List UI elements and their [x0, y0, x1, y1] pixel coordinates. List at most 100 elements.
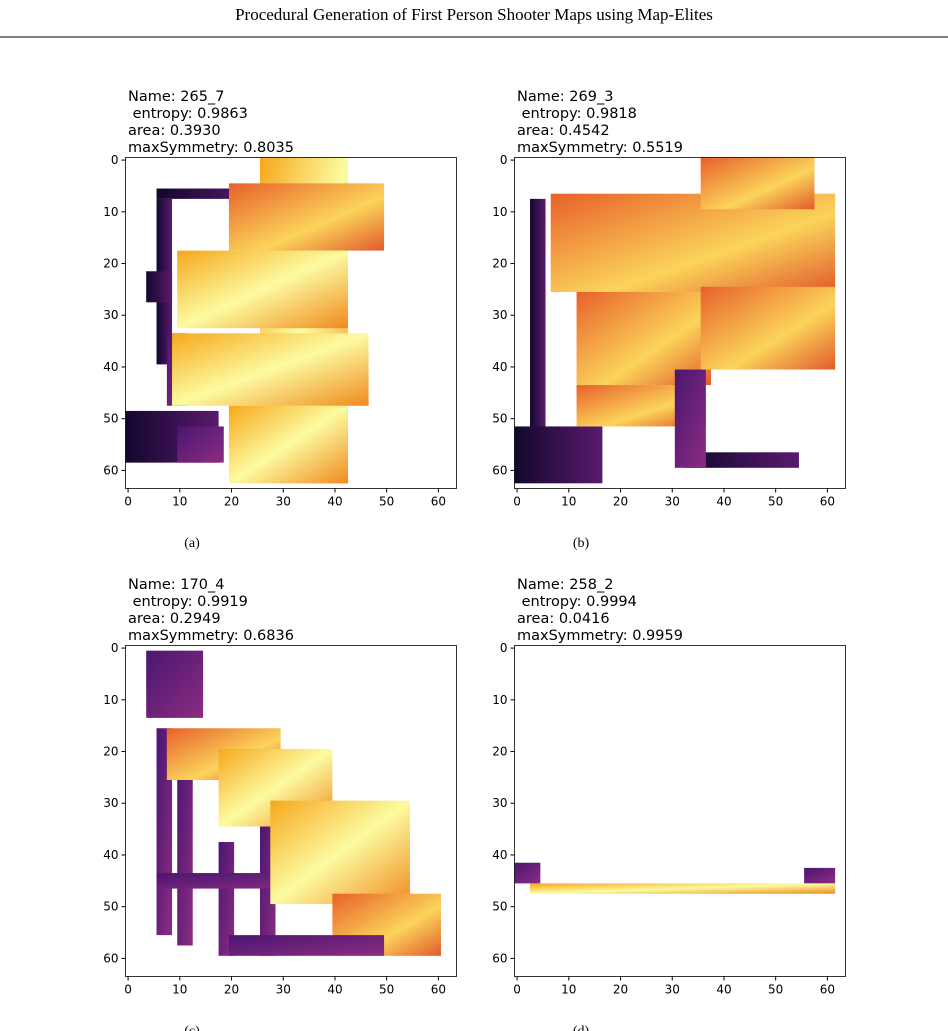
- y-tick-label: 30: [492, 796, 507, 810]
- y-tick-label: 10: [103, 693, 118, 707]
- y-tick-label: 40: [492, 848, 507, 862]
- heatmap-region: [177, 748, 193, 946]
- y-tick-label: 20: [103, 257, 118, 271]
- y-tick-label: 30: [103, 308, 118, 322]
- x-tick-label: 10: [561, 495, 576, 509]
- y-tick-label: 0: [500, 641, 508, 655]
- panel-caption: (a): [184, 536, 200, 551]
- axes-frame: [125, 157, 457, 489]
- heatmap-region: [270, 800, 410, 905]
- panel-info: maxSymmetry: 0.5519: [517, 140, 683, 156]
- y-tick-label: 0: [111, 641, 119, 655]
- x-tick-label: 10: [561, 983, 576, 997]
- heatmap-region: [514, 862, 541, 884]
- x-tick-label: 10: [172, 495, 187, 509]
- heatmap-region: [228, 935, 385, 956]
- x-tick-label: 20: [224, 495, 239, 509]
- panel-info: Name: 269_3: [517, 89, 613, 105]
- y-tick-label: 0: [500, 153, 508, 167]
- x-tick-label: 20: [613, 983, 628, 997]
- y-tick-label: 40: [103, 848, 118, 862]
- x-tick-label: 60: [820, 983, 835, 997]
- plot-area: [514, 645, 846, 977]
- panel-info: maxSymmetry: 0.6836: [128, 628, 294, 644]
- x-tick-label: 40: [716, 983, 731, 997]
- x-tick-label: 0: [124, 495, 132, 509]
- x-tick-label: 10: [172, 983, 187, 997]
- x-tick-label: 50: [768, 983, 783, 997]
- y-tick-label: 10: [492, 693, 507, 707]
- x-tick-label: 20: [613, 495, 628, 509]
- heatmap-region: [530, 883, 836, 894]
- y-tick-label: 60: [103, 951, 118, 965]
- x-tick-label: 0: [513, 983, 521, 997]
- y-tick-label: 20: [492, 257, 507, 271]
- panel-info: Name: 170_4: [128, 577, 224, 593]
- y-tick-label: 50: [103, 412, 118, 426]
- heatmap-region: [177, 426, 224, 463]
- axes-frame: [514, 157, 846, 489]
- y-tick-label: 50: [492, 412, 507, 426]
- x-tick-label: 60: [431, 983, 446, 997]
- heatmap-region: [156, 188, 260, 199]
- x-tick-label: 30: [276, 495, 291, 509]
- panel-info: maxSymmetry: 0.9959: [517, 628, 683, 644]
- x-tick-label: 40: [327, 495, 342, 509]
- axes-frame: [514, 645, 846, 977]
- heatmap-region: [218, 842, 235, 956]
- heatmap-region: [146, 271, 173, 303]
- panel-info: maxSymmetry: 0.8035: [128, 140, 294, 156]
- panel-info: Name: 258_2: [517, 577, 613, 593]
- panel-info: area: 0.0416: [517, 611, 610, 627]
- heatmap-region: [674, 369, 706, 468]
- panel-caption: (c): [184, 1024, 200, 1031]
- panel-info: entropy: 0.9863: [128, 106, 248, 122]
- x-tick-label: 50: [768, 495, 783, 509]
- axes-frame: [125, 645, 457, 977]
- x-tick-label: 30: [276, 983, 291, 997]
- x-tick-label: 20: [224, 983, 239, 997]
- panel-caption: (b): [573, 536, 590, 551]
- x-tick-label: 60: [431, 495, 446, 509]
- x-tick-label: 60: [820, 495, 835, 509]
- y-tick-label: 30: [492, 308, 507, 322]
- heatmap-region: [228, 183, 385, 251]
- panel-info: area: 0.4542: [517, 123, 610, 139]
- panel-info: area: 0.3930: [128, 123, 221, 139]
- heatmap-region: [685, 452, 799, 468]
- y-tick-label: 20: [492, 745, 507, 759]
- panel-info: area: 0.2949: [128, 611, 221, 627]
- heatmap-region: [530, 198, 546, 468]
- panel-info: entropy: 0.9919: [128, 594, 248, 610]
- x-tick-label: 0: [513, 495, 521, 509]
- page-title: Procedural Generation of First Person Sh…: [235, 5, 713, 24]
- y-tick-label: 50: [492, 900, 507, 914]
- x-tick-label: 40: [327, 983, 342, 997]
- x-tick-label: 50: [379, 983, 394, 997]
- heatmap-region: [146, 650, 204, 718]
- y-tick-label: 0: [111, 153, 119, 167]
- y-tick-label: 60: [103, 463, 118, 477]
- heatmap-region: [177, 250, 348, 329]
- heatmap-region: [228, 405, 348, 484]
- y-tick-label: 50: [103, 900, 118, 914]
- y-tick-label: 40: [492, 360, 507, 374]
- x-tick-label: 0: [124, 983, 132, 997]
- heatmap-region: [700, 157, 815, 210]
- y-tick-label: 20: [103, 745, 118, 759]
- heatmap-region: [172, 333, 369, 406]
- x-tick-label: 50: [379, 495, 394, 509]
- heatmap-region: [804, 867, 836, 884]
- y-tick-label: 10: [492, 205, 507, 219]
- y-tick-label: 60: [492, 463, 507, 477]
- panel-info: entropy: 0.9818: [517, 106, 637, 122]
- y-tick-label: 10: [103, 205, 118, 219]
- heatmap-region: [550, 193, 836, 292]
- y-tick-label: 30: [103, 796, 118, 810]
- x-tick-label: 30: [665, 983, 680, 997]
- panel-info: entropy: 0.9994: [517, 594, 637, 610]
- heatmap-region: [700, 286, 836, 370]
- heatmap-region: [514, 426, 603, 484]
